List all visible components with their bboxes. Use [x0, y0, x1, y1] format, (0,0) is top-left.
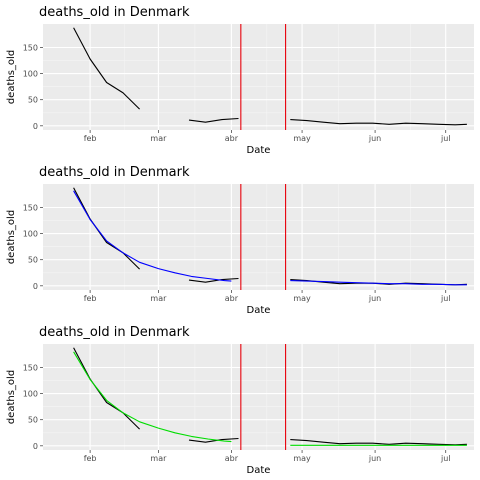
y-tick-label: 0	[33, 442, 38, 451]
x-tick-label: abr	[225, 454, 239, 463]
plot-background	[43, 184, 474, 290]
y-tick-label: 0	[33, 122, 38, 131]
x-tick-label: jul	[440, 294, 451, 303]
series-line-5	[290, 280, 467, 286]
series-line-4	[73, 351, 232, 443]
minor-gridlines	[43, 184, 474, 290]
x-tick-label: mar	[150, 294, 167, 303]
chart-panel-2: 0 50 100 150 feb mar abr may jun jul deaths_old in…	[6, 165, 474, 316]
x-tick-label: jun	[368, 134, 381, 143]
series-line-2	[188, 277, 239, 283]
series-line-1	[73, 187, 140, 270]
x-tick-label: feb	[84, 294, 97, 303]
x-tick-label: feb	[84, 134, 97, 143]
x-axis-label: Date	[247, 145, 271, 156]
x-tick-label: jun	[368, 294, 381, 303]
major-gridlines	[43, 184, 474, 290]
series-line-4	[73, 190, 232, 282]
y-tick-label: 50	[28, 96, 38, 105]
y-tick-label: 50	[28, 256, 38, 265]
plot-background	[43, 344, 474, 450]
x-axis-label: Date	[247, 465, 271, 476]
y-axis-label: deaths_old	[6, 50, 17, 104]
x-axis-label: Date	[247, 305, 271, 316]
y-tick-label: 100	[23, 70, 38, 79]
series-line-2	[188, 117, 239, 123]
y-tick-label: 150	[23, 203, 38, 212]
y-tick-label: 150	[23, 363, 38, 372]
chart-panel-1: 0 50 100 150 feb mar abr may jun jul deaths_old in…	[6, 5, 474, 156]
x-tick-label: may	[293, 134, 311, 143]
minor-gridlines	[43, 24, 474, 130]
x-tick-label: may	[293, 294, 311, 303]
plot-background	[43, 24, 474, 130]
y-tick-label: 150	[23, 43, 38, 52]
series-line-3	[290, 119, 467, 126]
x-tick-label: abr	[225, 134, 239, 143]
y-tick-label: 0	[33, 282, 38, 291]
x-tick-label: jun	[368, 454, 381, 463]
y-tick-label: 50	[28, 416, 38, 425]
x-tick-label: mar	[150, 134, 167, 143]
series-line-1	[73, 347, 140, 430]
y-tick-label: 100	[23, 230, 38, 239]
series-line-1	[73, 27, 140, 110]
x-tick-label: mar	[150, 454, 167, 463]
chart-panel-3: 0 50 100 150 feb mar abr may jun jul deaths_old in…	[6, 325, 474, 476]
chart-title: deaths_old in Denmark	[39, 5, 190, 20]
series-line-3	[290, 439, 467, 446]
x-tick-label: may	[293, 454, 311, 463]
major-gridlines	[43, 24, 474, 130]
chart-title: deaths_old in Denmark	[39, 165, 190, 180]
x-tick-label: abr	[225, 294, 239, 303]
series-line-2	[188, 437, 239, 443]
chart-title: deaths_old in Denmark	[39, 325, 190, 340]
x-tick-label: jul	[440, 134, 451, 143]
x-tick-label: jul	[440, 454, 451, 463]
y-axis-label: deaths_old	[6, 370, 17, 424]
y-axis-label: deaths_old	[6, 210, 17, 264]
x-tick-label: feb	[84, 454, 97, 463]
y-tick-label: 100	[23, 390, 38, 399]
